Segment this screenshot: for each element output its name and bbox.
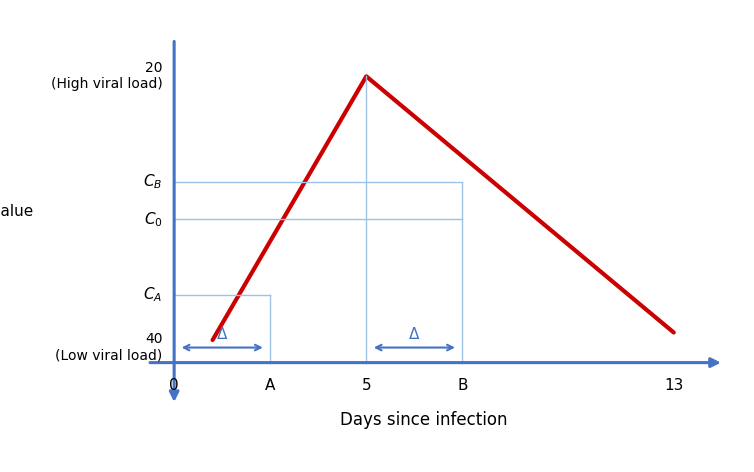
Text: $C_A$: $C_A$ — [143, 286, 163, 304]
Text: 0: 0 — [170, 378, 179, 393]
Text: $\Delta$: $\Delta$ — [216, 326, 228, 342]
Text: Ct value: Ct value — [0, 204, 33, 219]
Text: A: A — [265, 378, 275, 393]
Text: $\Delta$: $\Delta$ — [408, 326, 421, 342]
Text: Days since infection: Days since infection — [340, 411, 507, 429]
Text: $C_0$: $C_0$ — [144, 210, 163, 229]
Text: $C_B$: $C_B$ — [143, 172, 163, 191]
Text: 13: 13 — [664, 378, 683, 393]
Text: 40
(Low viral load): 40 (Low viral load) — [55, 332, 163, 362]
Text: 5: 5 — [361, 378, 371, 393]
Text: B: B — [457, 378, 467, 393]
Text: 20
(High viral load): 20 (High viral load) — [51, 61, 163, 92]
